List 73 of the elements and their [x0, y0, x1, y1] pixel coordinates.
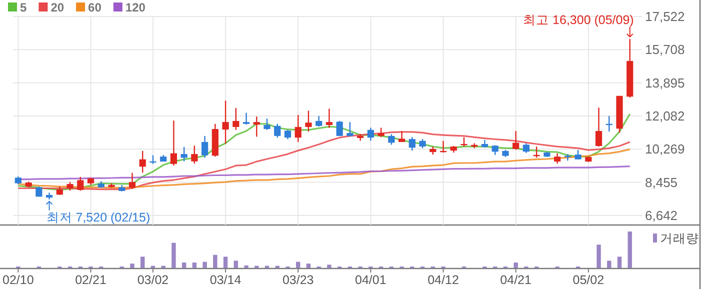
- annotation: 최고 16,300 (05/09): [523, 12, 634, 27]
- candlestick: [419, 138, 426, 149]
- x-tick-label: 02/10: [2, 273, 34, 287]
- candlestick: [378, 127, 384, 138]
- x-tick-label: 05/02: [572, 273, 604, 287]
- bar: [306, 264, 311, 268]
- candlestick: [522, 142, 530, 154]
- y-tick-label: 8,455: [645, 174, 678, 190]
- y-tick-label: 12,082: [645, 108, 685, 124]
- y-tick-label: 17,522: [645, 9, 685, 24]
- bar: [596, 244, 601, 268]
- bar: [192, 262, 197, 268]
- x-tick-label: 03/23: [282, 273, 314, 287]
- candlestick: [398, 130, 406, 143]
- bar: [140, 256, 145, 268]
- candlestick: [191, 145, 198, 164]
- candlestick: [294, 114, 302, 143]
- bar: [244, 265, 248, 268]
- candlestick: [367, 127, 374, 142]
- candlestick: [242, 112, 250, 126]
- bar: [514, 262, 518, 268]
- x-tick-label: 03/02: [137, 273, 169, 287]
- legend-label: 60: [88, 0, 102, 14]
- bar: [202, 262, 207, 268]
- bar: [234, 260, 238, 268]
- candlestick: [574, 149, 582, 160]
- bar: [130, 264, 134, 268]
- bar: [172, 242, 176, 268]
- bar: [213, 254, 218, 268]
- x-tick-label: 04/21: [500, 273, 532, 287]
- bar: [617, 256, 622, 268]
- legend-label: 20: [50, 0, 64, 14]
- candlestick: [316, 115, 322, 128]
- y-tick-label: 13,895: [645, 75, 685, 90]
- candlestick: [595, 107, 602, 148]
- y-tick-label: 15,708: [645, 42, 685, 58]
- bar: [223, 256, 228, 268]
- candlestick: [346, 121, 354, 138]
- x-tick-label: 04/12: [428, 273, 459, 287]
- candlestick: [408, 136, 416, 152]
- bar: [296, 262, 300, 268]
- candlestick: [336, 120, 343, 137]
- bar: [607, 260, 612, 268]
- candlestick: [180, 146, 188, 162]
- candlestick: [139, 150, 146, 174]
- candlestick: [512, 130, 520, 150]
- candlestick: [77, 176, 84, 192]
- candlestick: [170, 120, 177, 166]
- candlestick: [388, 134, 395, 146]
- candlestick: [128, 172, 136, 190]
- legend-label: 120: [125, 0, 146, 14]
- legend: 거래량: [653, 232, 699, 246]
- bar: [628, 232, 632, 268]
- candlestick: [222, 100, 229, 144]
- bar: [327, 264, 332, 268]
- x-tick-label: 04/01: [355, 273, 386, 287]
- legend-label: 거래량: [660, 232, 699, 246]
- candlestick: [232, 107, 240, 131]
- y-tick-label: 6,642: [645, 208, 678, 223]
- candlestick: [253, 116, 260, 138]
- candlestick: [202, 135, 208, 158]
- candlestick: [284, 129, 292, 140]
- x-tick-label: 03/14: [210, 273, 242, 287]
- candlestick: [554, 152, 561, 164]
- y-tick-label: 10,269: [645, 142, 685, 157]
- candlestick: [305, 110, 312, 132]
- x-tick-label: 02/21: [75, 273, 106, 287]
- candlestick: [326, 108, 333, 128]
- annotation: 최저 7,520 (02/15): [46, 210, 150, 224]
- legend-label: 5: [20, 0, 27, 14]
- bar: [182, 262, 186, 268]
- candlestick: [274, 123, 281, 138]
- candlestick: [264, 118, 270, 131]
